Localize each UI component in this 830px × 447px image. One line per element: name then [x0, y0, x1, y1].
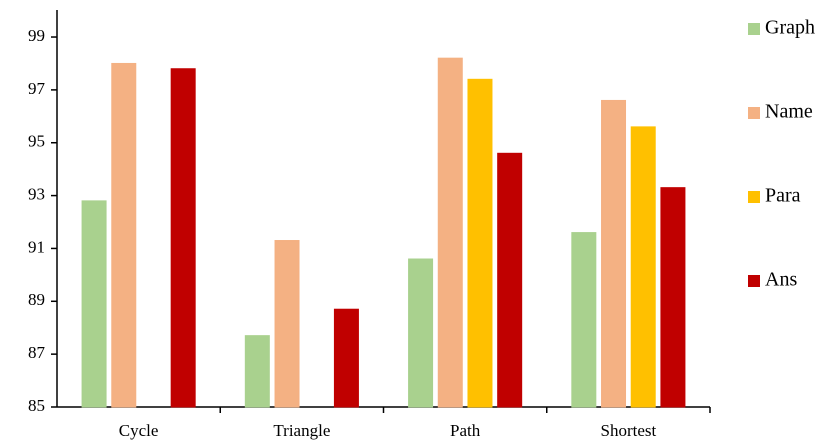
y-tick-label: 91: [28, 237, 45, 256]
legend-swatch: [748, 23, 760, 35]
legend-label: Graph: [765, 17, 815, 39]
legend-swatch: [748, 275, 760, 287]
y-tick-label: 99: [28, 26, 45, 45]
legend-label: Name: [765, 101, 813, 123]
x-tick-label: Shortest: [601, 421, 657, 440]
bar: [497, 152, 523, 408]
legend-swatch: [748, 191, 760, 203]
bar: [81, 200, 107, 408]
bar: [437, 57, 463, 408]
y-tick-label: 97: [28, 79, 46, 98]
bar: [111, 62, 137, 408]
y-tick-label: 87: [28, 343, 46, 362]
x-tick-label: Cycle: [119, 421, 159, 440]
bar: [170, 68, 196, 408]
bar: [660, 187, 686, 408]
bar: [571, 232, 597, 408]
y-tick-label: 95: [28, 132, 45, 151]
bar: [333, 308, 359, 408]
x-tick-label: Triangle: [273, 421, 330, 440]
bar: [274, 240, 300, 408]
x-tick-label: Path: [450, 421, 481, 440]
bar: [630, 126, 656, 408]
bar: [601, 99, 627, 408]
bar: [467, 78, 493, 408]
legend-label: Para: [765, 185, 801, 207]
bar: [408, 258, 434, 408]
y-tick-label: 85: [28, 396, 45, 415]
y-tick-label: 89: [28, 290, 45, 309]
y-tick-label: 93: [28, 184, 45, 203]
legend-swatch: [748, 107, 760, 119]
bar: [244, 335, 270, 408]
legend-label: Ans: [765, 269, 797, 291]
